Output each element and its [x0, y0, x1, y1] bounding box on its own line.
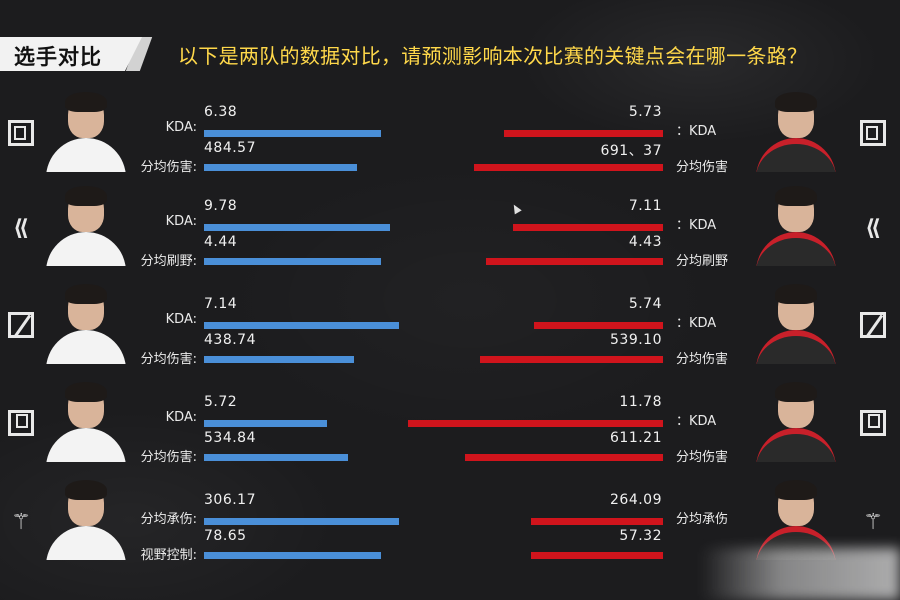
page-title: 选手对比: [14, 45, 102, 69]
left-stat-bar: [204, 224, 390, 231]
left-stat-bar: [204, 454, 348, 461]
left-stat-bar: [204, 164, 357, 171]
right-stat-bar: [465, 454, 663, 461]
right-stat-label: ：KDA: [676, 414, 717, 429]
right-stat-label: 分均伤害: [676, 450, 729, 465]
support-icon: ⚚: [11, 510, 31, 535]
right-stat-label: 分均伤害: [676, 352, 729, 367]
right-stat-value: 691、37: [600, 143, 662, 159]
jungle-icon: ⟪: [13, 216, 29, 241]
left-stat-value: 484.57: [204, 140, 256, 156]
left-stat-label: KDA:: [165, 120, 197, 135]
right-stat-label: 分均伤害: [676, 160, 729, 175]
right-stat-bar: [486, 258, 663, 265]
left-stat-label: 分均伤害:: [140, 352, 197, 367]
right-stat-value: 5.73: [628, 104, 662, 120]
blurred-watermark: [700, 548, 900, 600]
right-stat-value: 11.78: [619, 394, 662, 410]
right-stat-bar: [534, 322, 663, 329]
left-stat-value: 9.78: [204, 198, 238, 214]
right-player-avatar: [748, 186, 844, 266]
right-stat-value: 5.74: [628, 296, 662, 312]
right-stat-label: 分均承伤: [676, 512, 729, 527]
jungle-icon: ⟪: [865, 216, 881, 241]
left-stat-label: KDA:: [165, 312, 197, 327]
left-player-avatar: [38, 284, 134, 364]
right-stat-bar: [504, 130, 663, 137]
right-stat-value: 4.43: [628, 234, 662, 250]
comparison-row: KDA: 7.14 5.74 ：KDA 分均伤害: 438.74 539.10 分均伤害: [0, 284, 900, 380]
right-stat-value: 57.32: [619, 528, 662, 544]
left-stat-bar: [204, 356, 354, 363]
left-stat-bar: [204, 420, 327, 427]
right-stat-value: 264.09: [610, 492, 662, 508]
comparison-row: ⟪ ⟪ KDA: 9.78 7.11 ：KDA 分均刷野: 4.44 4.43 分均刷野: [0, 186, 900, 282]
left-stat-label: 分均承伤:: [140, 512, 197, 527]
left-stat-label: KDA:: [165, 410, 197, 425]
comparison-row: KDA: 6.38 5.73 ：KDA 分均伤害: 484.57 691、37 分均伤害: [0, 92, 900, 188]
left-stat-value: 78.65: [204, 528, 247, 544]
prediction-question: 以下是两队的数据对比，请预测影响本次比赛的关键点会在哪一条路？: [178, 44, 808, 68]
top-lane-icon: [858, 118, 888, 148]
mid-lane-icon: [6, 310, 36, 340]
right-stat-bar: [474, 164, 663, 171]
right-stat-value: 611.21: [610, 430, 662, 446]
right-player-avatar: [748, 92, 844, 172]
right-stat-label: ：KDA: [676, 316, 717, 331]
left-stat-label: 视野控制:: [140, 548, 197, 563]
left-stat-value: 6.38: [204, 104, 238, 120]
left-player-avatar: [38, 480, 134, 560]
left-stat-bar: [204, 130, 381, 137]
right-stat-bar: [480, 356, 663, 363]
left-stat-label: KDA:: [165, 214, 197, 229]
left-stat-bar: [204, 518, 399, 525]
comparison-row: KDA: 5.72 11.78 ：KDA 分均伤害: 534.84 611.21 分均伤害: [0, 382, 900, 478]
left-stat-value: 438.74: [204, 332, 256, 348]
left-stat-value: 306.17: [204, 492, 256, 508]
left-stat-label: 分均伤害:: [140, 450, 197, 465]
bot-lane-icon: [6, 408, 36, 438]
comparison-row: ⚚ ⚚ 分均承伤: 306.17 264.09 分均承伤视野控制: 78.65 57.32: [0, 480, 900, 576]
left-stat-value: 4.44: [204, 234, 238, 250]
left-stat-value: 7.14: [204, 296, 238, 312]
left-player-avatar: [38, 92, 134, 172]
right-stat-label: ：KDA: [676, 124, 717, 139]
header-title-box: [0, 37, 142, 71]
left-stat-value: 534.84: [204, 430, 256, 446]
left-stat-label: 分均伤害:: [140, 160, 197, 175]
right-player-avatar: [748, 284, 844, 364]
left-stat-label: 分均刷野:: [140, 254, 197, 269]
top-lane-icon: [6, 118, 36, 148]
left-stat-bar: [204, 258, 381, 265]
right-player-avatar: [748, 382, 844, 462]
left-stat-bar: [204, 552, 381, 559]
support-icon: ⚚: [863, 510, 883, 535]
left-stat-value: 5.72: [204, 394, 238, 410]
right-stat-bar: [531, 552, 663, 559]
right-stat-label: ：KDA: [676, 218, 717, 233]
right-stat-bar: [408, 420, 663, 427]
mid-lane-icon: [858, 310, 888, 340]
left-player-avatar: [38, 382, 134, 462]
left-stat-bar: [204, 322, 399, 329]
bot-lane-icon: [858, 408, 888, 438]
right-stat-label: 分均刷野: [676, 254, 729, 269]
right-stat-value: 7.11: [628, 198, 662, 214]
left-player-avatar: [38, 186, 134, 266]
right-stat-bar: [531, 518, 663, 525]
right-stat-value: 539.10: [610, 332, 662, 348]
right-stat-bar: [513, 224, 663, 231]
